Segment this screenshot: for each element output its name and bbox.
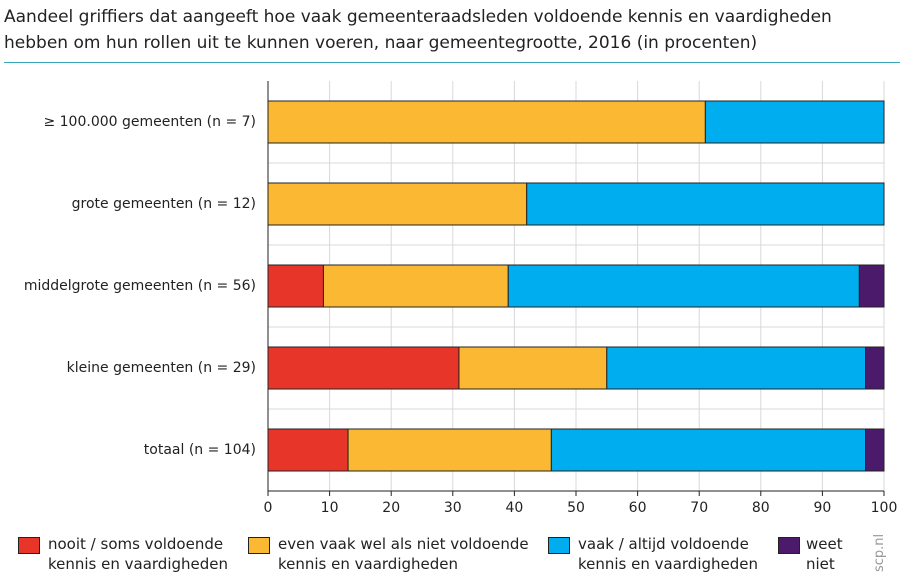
x-tick-label: 40 (505, 500, 523, 516)
bar-segment (865, 346, 885, 390)
x-tick-label: 20 (382, 500, 400, 516)
legend-label: nooit / soms voldoende kennis en vaardig… (48, 535, 229, 573)
bar-segment (458, 346, 608, 390)
legend-swatch (18, 537, 40, 554)
legend-swatch (778, 537, 800, 554)
legend-label: even vaak wel als niet voldoende kennis … (278, 535, 529, 573)
y-tick-label: grote gemeenten (n = 12) (72, 196, 256, 212)
x-tick-label: 10 (321, 500, 339, 516)
x-tick-label: 80 (752, 500, 770, 516)
legend-label: weet niet (806, 535, 843, 573)
bar-segment (865, 428, 885, 472)
y-tick-label: middelgrote gemeenten (n = 56) (24, 278, 256, 294)
bar-segment (858, 264, 885, 308)
title-rule (4, 62, 900, 63)
legend-swatch (248, 537, 270, 554)
y-tick-label: ≥ 100.000 gemeenten (n = 7) (43, 114, 256, 130)
x-tick-label: 60 (629, 500, 647, 516)
x-tick-label: 30 (444, 500, 462, 516)
x-tick-label: 90 (813, 500, 831, 516)
bar-segment (704, 100, 885, 144)
bar-segment (550, 428, 867, 472)
x-tick-label: 70 (690, 500, 708, 516)
x-tick-label: 100 (871, 500, 898, 516)
chart-title: Aandeel griffiers dat aangeeft hoe vaak … (4, 7, 832, 53)
bar-segment (322, 264, 509, 308)
x-tick-label: 0 (264, 500, 273, 516)
bar-segment (267, 100, 706, 144)
legend-label: vaak / altijd voldoende kennis en vaardi… (578, 535, 759, 573)
bar-segment (526, 182, 885, 226)
y-tick-label: kleine gemeenten (n = 29) (67, 360, 256, 376)
bar-segment (267, 346, 460, 390)
y-tick-label: totaal (n = 104) (144, 442, 256, 458)
x-tick-label: 50 (567, 500, 585, 516)
bar-segment (347, 428, 552, 472)
bar-segment (267, 182, 528, 226)
bar-segment (507, 264, 860, 308)
legend-swatch (548, 537, 570, 554)
bar-segment (267, 264, 324, 308)
bar-segment (267, 428, 349, 472)
source: scp.nl (872, 533, 887, 572)
bar-segment (606, 346, 867, 390)
